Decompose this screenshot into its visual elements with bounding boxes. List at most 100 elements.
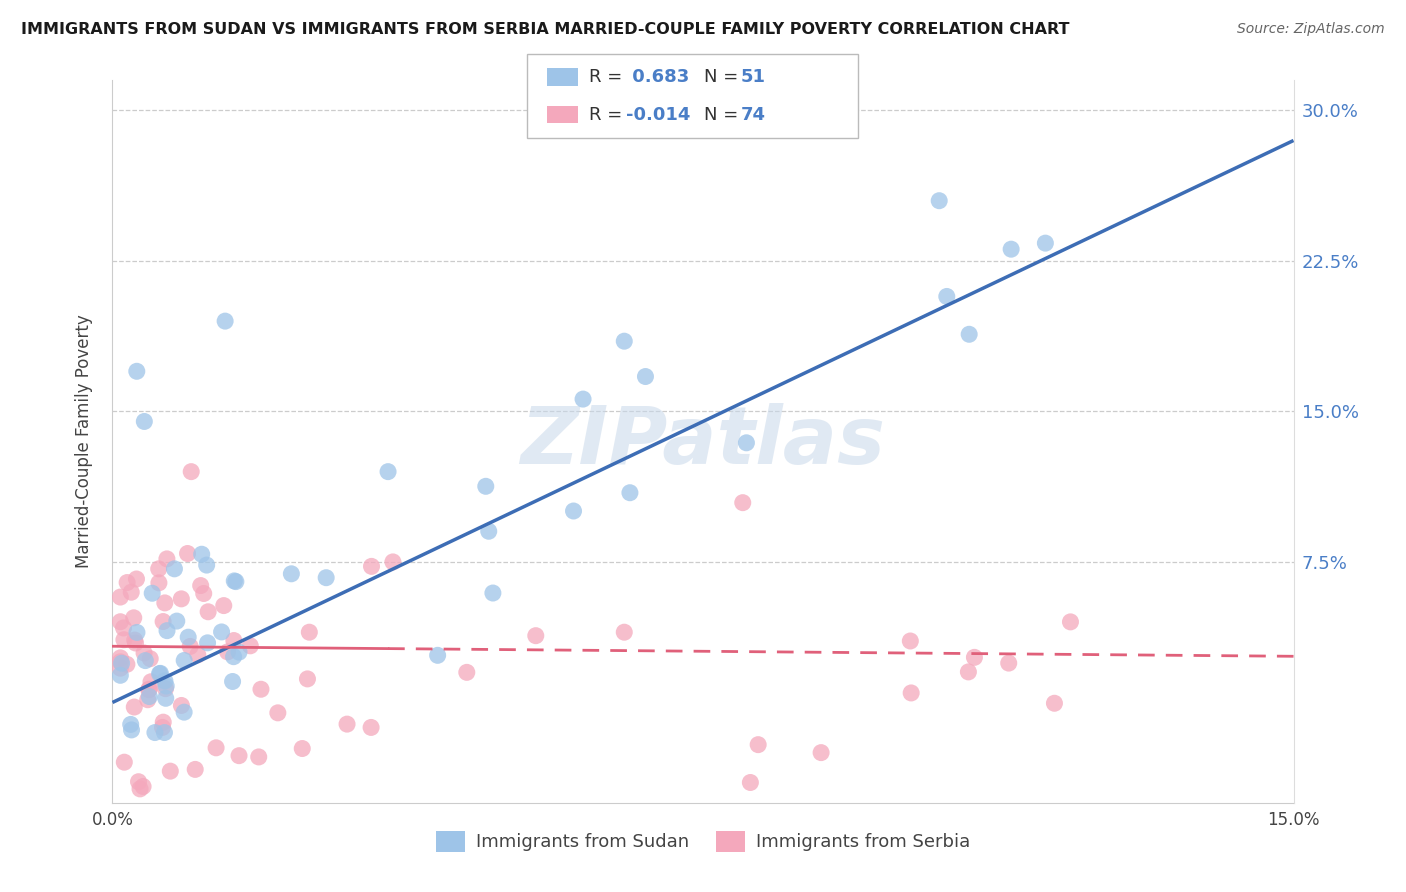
Point (377, 465, 399, 479)
Point (810, 746, 832, 760)
Point (250, 682, 273, 697)
Point (267, 706, 290, 720)
Point (153, 596, 176, 610)
Point (222, 633, 245, 648)
Point (291, 741, 314, 756)
Point (731, 496, 754, 510)
Point (163, 562, 186, 576)
Point (125, 625, 148, 640)
Point (156, 624, 179, 638)
Point (110, 651, 132, 665)
Point (153, 673, 176, 688)
Point (125, 572, 148, 586)
Y-axis label: Married-Couple Family Poverty: Married-Couple Family Poverty (75, 315, 93, 568)
Point (170, 591, 193, 606)
Point (134, 654, 156, 668)
Point (138, 682, 160, 697)
Point (205, 740, 228, 755)
Point (247, 750, 270, 764)
Point (155, 681, 177, 696)
Point (166, 614, 188, 628)
Point (336, 717, 359, 731)
Point (190, 578, 212, 592)
Point (179, 640, 201, 654)
Point (190, 547, 212, 561)
Point (613, 625, 636, 640)
Point (152, 721, 174, 735)
Point (110, 661, 132, 675)
Text: R =: R = (589, 69, 628, 87)
Point (562, 504, 585, 518)
Point (153, 725, 176, 739)
Point (132, 646, 155, 660)
Point (187, 648, 209, 662)
Text: 0.683: 0.683 (626, 69, 689, 87)
Point (180, 465, 202, 479)
Legend: Immigrants from Sudan, Immigrants from Serbia: Immigrants from Sudan, Immigrants from S… (429, 823, 977, 859)
Point (298, 625, 321, 640)
Point (222, 649, 245, 664)
Point (360, 559, 382, 574)
Point (156, 552, 179, 566)
Point (957, 665, 980, 679)
Point (122, 611, 145, 625)
Point (900, 686, 922, 700)
Point (228, 748, 250, 763)
Point (141, 586, 163, 600)
Point (195, 558, 218, 573)
Point (197, 605, 219, 619)
Point (613, 334, 636, 349)
Point (177, 630, 200, 644)
Point (110, 655, 132, 669)
Point (1043, 696, 1066, 710)
Point (1035, 236, 1057, 251)
Point (176, 547, 198, 561)
Point (456, 665, 478, 680)
Point (173, 705, 195, 719)
Point (125, 364, 148, 378)
Point (112, 632, 135, 647)
Point (159, 764, 181, 779)
Point (297, 672, 319, 686)
Point (112, 621, 135, 635)
Point (211, 624, 233, 639)
Point (225, 574, 247, 589)
Point (148, 562, 170, 576)
Point (128, 774, 150, 789)
Point (360, 721, 382, 735)
Text: N =: N = (704, 69, 744, 87)
Point (228, 645, 250, 659)
Point (173, 653, 195, 667)
Point (115, 657, 138, 672)
Point (139, 674, 162, 689)
Point (152, 615, 174, 629)
Point (619, 485, 641, 500)
Text: N =: N = (704, 105, 744, 123)
Point (193, 586, 215, 600)
Point (280, 566, 302, 581)
Point (224, 574, 246, 588)
Point (115, 575, 138, 590)
Point (155, 679, 177, 693)
Point (170, 698, 193, 713)
Point (214, 314, 236, 328)
Point (121, 723, 143, 737)
Point (110, 657, 132, 671)
Point (149, 666, 172, 681)
Point (124, 636, 146, 650)
Point (124, 700, 146, 714)
Point (634, 369, 657, 384)
Point (110, 668, 132, 682)
Text: 51: 51 (741, 69, 766, 87)
Point (112, 755, 135, 769)
Point (124, 633, 146, 648)
Point (110, 590, 132, 604)
Point (148, 575, 170, 590)
Point (132, 780, 155, 794)
Point (143, 725, 166, 739)
Point (928, 194, 950, 208)
Text: R =: R = (589, 105, 628, 123)
Point (1000, 242, 1022, 256)
Point (212, 599, 235, 613)
Point (239, 639, 262, 653)
